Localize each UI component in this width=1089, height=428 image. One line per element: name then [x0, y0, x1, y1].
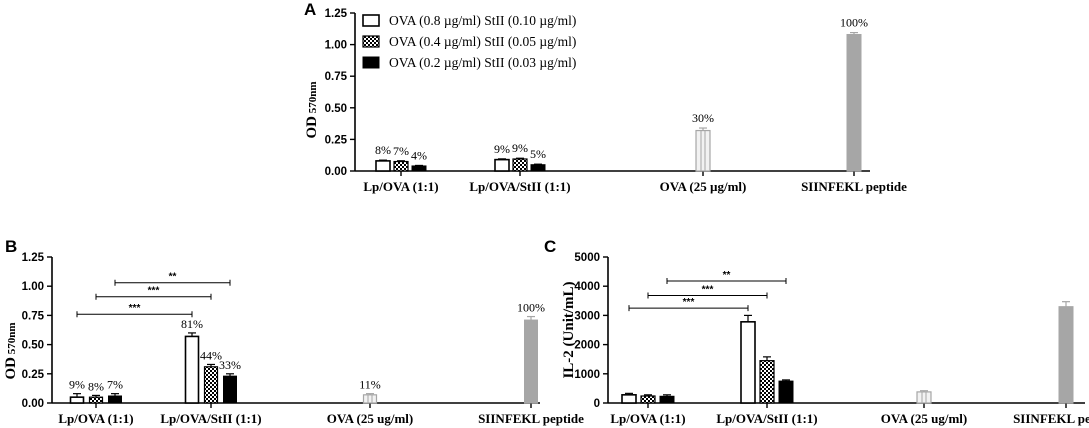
legend-swatch-solid: [362, 56, 380, 69]
data-label: 8%: [375, 143, 391, 157]
data-label: 5%: [530, 147, 546, 161]
y-tick-label: 4000: [574, 281, 600, 293]
data-label: 9%: [512, 141, 528, 155]
bar-solid: [778, 380, 794, 404]
significance-stars: ***: [129, 303, 141, 314]
legend-label: OVA (0.4 µg/ml) StII (0.05 µg/ml): [389, 34, 576, 49]
bar-checker: [759, 360, 775, 404]
x-category-label: SIINFEKL peptide: [801, 179, 907, 194]
bar-solid: [530, 164, 546, 172]
bar-gray: [846, 33, 862, 172]
bar-open: [184, 335, 200, 404]
y-tick-label: 1.25: [325, 8, 348, 20]
y-tick-label: 0.75: [22, 310, 45, 322]
data-label: 9%: [69, 378, 85, 392]
y-tick-label: 1.00: [325, 40, 347, 52]
y-tick-label: 0: [594, 398, 600, 410]
data-label: 7%: [107, 378, 123, 392]
bar-solid: [411, 165, 427, 172]
y-tick-label: 0.00: [325, 166, 347, 178]
panel-label: A: [304, 0, 316, 19]
bar-ova: [916, 391, 932, 404]
significance-stars: ***: [683, 297, 695, 308]
y-tick-label: 2000: [574, 340, 600, 352]
y-tick-label: 0.50: [22, 340, 44, 352]
legend-label: OVA (0.2 µg/ml) StII (0.03 µg/ml): [389, 55, 576, 70]
y-tick-label: 0.50: [325, 103, 347, 115]
data-label: 4%: [411, 148, 427, 162]
bar-open: [740, 321, 756, 404]
bar-open: [621, 394, 637, 404]
bar-solid: [108, 395, 122, 404]
data-label: 7%: [393, 144, 409, 158]
y-tick-label: 1.25: [22, 252, 45, 264]
bar-checker: [203, 366, 219, 404]
x-category-label: Lp/OVA/StII (1:1): [160, 411, 261, 426]
panel-b: B 0.00 0.25 0.50 0.75 1.00 1.25 Lp/OVA (1:1) Lp/…: [3, 237, 584, 426]
legend-swatch-open: [362, 14, 380, 27]
x-category-label: Lp/OVA (1:1): [610, 411, 685, 426]
bar-open: [69, 396, 85, 404]
bar-ova: [362, 394, 378, 404]
y-axis-title: OD 570nm: [304, 81, 320, 138]
bar-checker: [640, 395, 656, 404]
y-axis-title-subscript: 570nm: [307, 81, 319, 116]
bar-ova: [695, 129, 711, 172]
data-label: 11%: [359, 378, 381, 392]
y-axis-title: IL-2 (Unit/mL): [561, 281, 577, 378]
data-label: 100%: [840, 16, 868, 30]
bar-solid: [659, 395, 675, 404]
bar-open: [375, 160, 391, 172]
legend: OVA (0.8 µg/ml) StII (0.10 µg/ml) OVA (0.…: [362, 13, 576, 70]
y-tick-label: 0.00: [22, 398, 44, 410]
data-label: 33%: [219, 358, 241, 372]
legend-swatch-checker: [362, 35, 380, 48]
y-tick-label: 0.25: [22, 369, 45, 381]
bar-checker: [512, 158, 528, 172]
x-category-label: Lp/OVA/StII (1:1): [469, 179, 570, 194]
data-label: 100%: [517, 301, 545, 315]
significance-stars: **: [723, 270, 731, 281]
y-tick-label: 1000: [574, 369, 600, 381]
bar-open: [494, 158, 510, 172]
x-category-label: Lp/OVA/StII (1:1): [716, 411, 817, 426]
data-label: 81%: [181, 317, 203, 331]
x-category-label: OVA (25 ug/ml): [881, 411, 967, 426]
x-category-label: SIINFEKL peptide: [478, 411, 584, 426]
x-category-label: OVA (25 ug/ml): [327, 411, 413, 426]
significance-stars: ***: [148, 286, 160, 297]
y-axis-title-main: OD: [3, 357, 19, 380]
legend-label: OVA (0.8 µg/ml) StII (0.10 µg/ml): [389, 13, 576, 28]
bar-gray: [1058, 306, 1074, 404]
data-label: 30%: [692, 111, 714, 125]
y-tick-label: 3000: [574, 310, 600, 322]
y-axis-title-main: OD: [304, 116, 320, 139]
panel-label: C: [544, 237, 556, 256]
bar-solid: [223, 375, 237, 404]
y-tick-label: 0.75: [325, 71, 348, 83]
x-category-label: Lp/OVA (1:1): [363, 179, 438, 194]
x-category-label: Lp/OVA (1:1): [58, 411, 133, 426]
panel-c: C 0 1000 2000 3000 4000 5000 Lp/OVA (1:1) Lp/OVA…: [544, 237, 1089, 426]
bar-checker: [393, 160, 409, 172]
y-tick-label: 5000: [574, 252, 600, 264]
data-label: 9%: [494, 142, 510, 156]
x-category-label: OVA (25 µg/ml): [660, 179, 747, 194]
panel-label: B: [5, 237, 17, 256]
y-axis-title: OD 570nm: [3, 322, 19, 379]
y-tick-label: 0.25: [325, 134, 348, 146]
y-tick-label: 1.00: [22, 281, 44, 293]
y-axis-title-subscript: 570nm: [6, 322, 18, 357]
bar-checker: [88, 396, 104, 404]
data-label: 44%: [200, 348, 222, 362]
bar-gray: [524, 319, 538, 404]
panel-a: A 0.00 0.25 0.50 0.75 1.00 1.25 Lp/OVA (1:1) Lp/…: [304, 0, 907, 194]
y-axis-title-main: IL-2 (Unit/mL): [561, 281, 577, 378]
data-label: 8%: [88, 379, 104, 393]
significance-stars: **: [169, 272, 177, 283]
significance-stars: ***: [702, 285, 714, 296]
x-category-label: SIINFEKL peptide: [1013, 411, 1089, 426]
